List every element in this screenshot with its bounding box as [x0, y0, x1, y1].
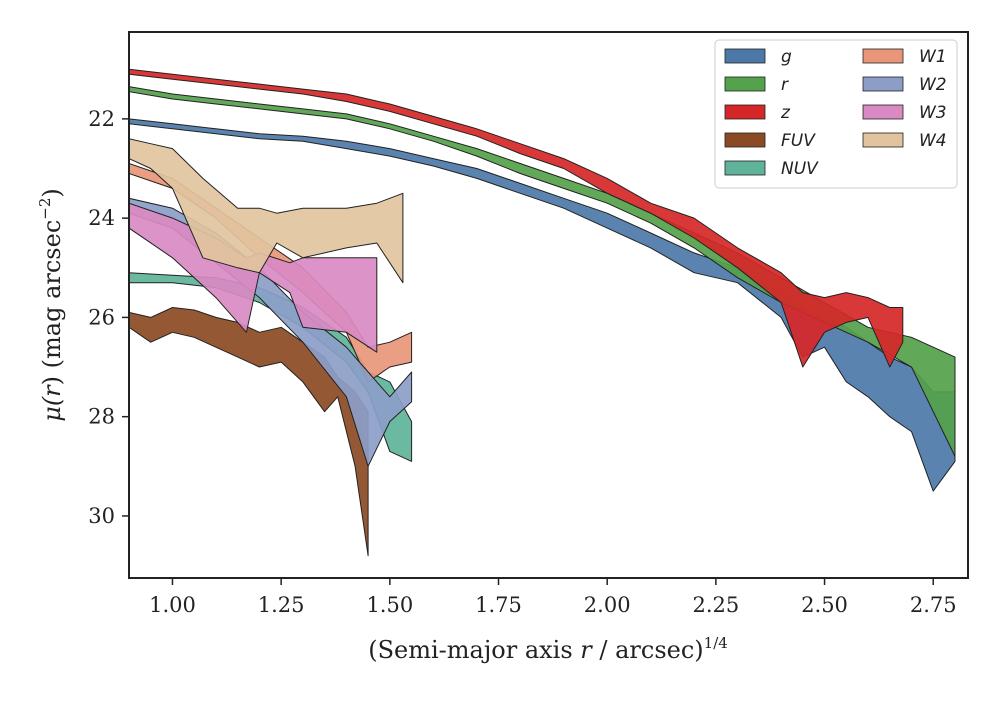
x-tick-label: 2.75 [910, 593, 957, 617]
x-axis-label: (Semi-major axis r / arcsec)1/4 [368, 634, 728, 664]
plot-areas [129, 68, 956, 557]
legend-label-w4: W4 [919, 131, 947, 151]
legend-swatch-w2 [862, 76, 904, 92]
y-axis-label: μ(r) (mag arcsec−2) [36, 188, 66, 422]
x-tick-label: 1.50 [366, 593, 413, 617]
y-tick-label: 30 [88, 504, 115, 528]
y-tick-label: 28 [88, 405, 115, 429]
legend-swatch-g [724, 48, 766, 64]
x-tick-label: 1.00 [149, 593, 196, 617]
legend-label-z: z [780, 103, 791, 123]
x-tick-label: 1.25 [258, 593, 305, 617]
x-tick-label: 1.75 [475, 593, 522, 617]
series-band-r [129, 86, 956, 457]
x-axis-ticks: 1.00 1.25 1.50 1.75 2.00 2.25 2.50 2.75 [149, 578, 957, 617]
x-tick-label: 2.00 [584, 593, 631, 617]
x-tick-label: 2.50 [801, 593, 848, 617]
legend-label-w2: W2 [919, 75, 947, 95]
series-band-w4 [129, 138, 404, 284]
y-tick-label: 26 [88, 305, 115, 329]
legend-label-nuv: NUV [781, 159, 819, 179]
legend-label-r: r [781, 75, 789, 95]
legend-swatch-fuv [724, 132, 766, 148]
plot-frame [128, 31, 969, 579]
x-tick-label: 2.25 [692, 593, 739, 617]
legend-swatch-w4 [862, 132, 904, 148]
legend-swatch-w1 [862, 48, 904, 64]
legend-swatch-w3 [862, 104, 904, 120]
legend: grz FUV NUV W1 W2 W3 W4 [714, 39, 958, 189]
legend-swatch-r [724, 76, 766, 92]
series-band-z [129, 68, 904, 368]
legend-label-g: g [781, 47, 792, 67]
y-axis-ticks: 22 24 26 28 30 [88, 107, 129, 528]
legend-label-w3: W3 [919, 103, 947, 123]
legend-label-fuv: FUV [781, 131, 816, 151]
legend-swatch-z [724, 104, 766, 120]
y-tick-label: 22 [88, 107, 115, 131]
legend-swatch-nuv [724, 160, 766, 176]
legend-label-w1: W1 [919, 47, 947, 67]
y-tick-label: 24 [88, 206, 115, 230]
series-band-fuv [129, 307, 369, 557]
